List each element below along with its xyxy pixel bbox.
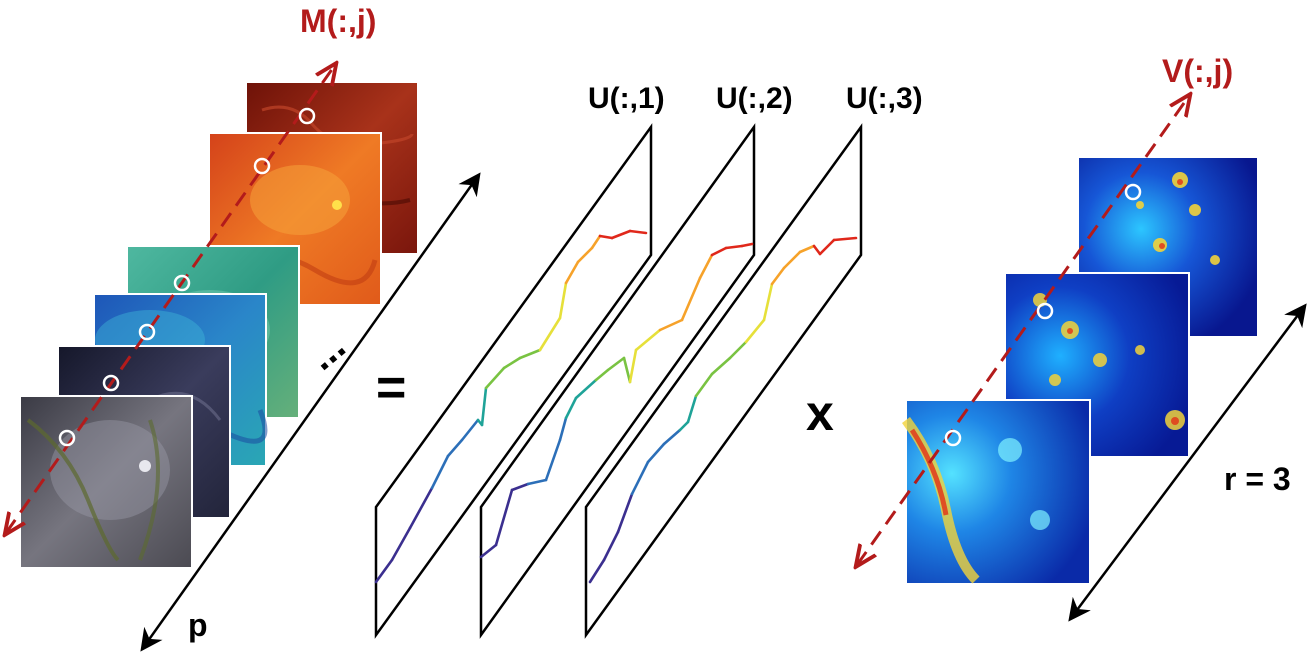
u1-curve-segment bbox=[446, 438, 464, 458]
u2-curve-segment bbox=[658, 318, 684, 332]
u-panel-3 bbox=[584, 123, 863, 639]
ellipsis: ... bbox=[300, 324, 354, 379]
u1-curve-segment bbox=[598, 234, 614, 240]
u1-curve-segment bbox=[430, 454, 450, 490]
u2-curve-segment bbox=[634, 328, 662, 352]
u2-curve-segment bbox=[544, 438, 562, 482]
r-label: r = 3 bbox=[1224, 461, 1291, 497]
u1-curve-segment bbox=[628, 229, 648, 235]
u3-curve-segment bbox=[744, 318, 766, 344]
u-panel-1 bbox=[374, 123, 653, 639]
u1-label: U(:,1) bbox=[588, 82, 665, 115]
pixel-circle bbox=[58, 429, 76, 447]
left-image-layer-6 bbox=[19, 395, 193, 569]
u1-curve-segment bbox=[480, 386, 488, 427]
u2-curve-segment bbox=[494, 488, 514, 547]
u3-curve-segment bbox=[646, 442, 666, 464]
u3-curve-segment bbox=[798, 244, 816, 254]
u2-curve-segment bbox=[710, 246, 728, 257]
u3-curve-segment bbox=[630, 460, 650, 496]
times-sign: x bbox=[806, 385, 834, 441]
pixel-circle bbox=[944, 429, 962, 447]
right-image-layer-3 bbox=[901, 399, 1091, 585]
u2-curve-segment bbox=[564, 396, 578, 420]
u2-curve-segment bbox=[526, 478, 548, 486]
u3-curve-segment bbox=[832, 236, 858, 242]
u2-curve-segment bbox=[558, 416, 568, 442]
p-label: p bbox=[188, 607, 208, 643]
u1-curve-segment bbox=[374, 558, 394, 584]
u1-curve-segment bbox=[518, 348, 542, 360]
u3-curve-segment bbox=[694, 372, 714, 398]
pixel-circle bbox=[1124, 183, 1142, 201]
u3-curve-segment bbox=[818, 238, 836, 256]
u2-curve-segment bbox=[594, 368, 610, 382]
u3-curve-segment bbox=[710, 356, 732, 376]
u2-curve-segment bbox=[698, 253, 714, 280]
u3-curve-segment bbox=[770, 266, 786, 286]
u1-curve-segment bbox=[460, 418, 480, 442]
u2-curve-segment bbox=[606, 356, 626, 372]
v-column-dashed-arrow bbox=[857, 96, 1189, 565]
u2-curve-segment bbox=[479, 543, 498, 559]
u-curves bbox=[374, 229, 858, 584]
u3-label: U(:,3) bbox=[846, 82, 923, 115]
u3-curve-segment bbox=[602, 530, 620, 562]
r-axis-arrow bbox=[1068, 303, 1307, 622]
u-panels bbox=[374, 123, 863, 639]
u3-curve-segment bbox=[728, 340, 748, 360]
u1-curve-segment bbox=[484, 366, 506, 390]
p-axis-arrow bbox=[140, 172, 481, 652]
u1-curve-segment bbox=[558, 281, 568, 320]
u2-curve-segment bbox=[510, 482, 530, 492]
u2-curve-segment bbox=[574, 378, 598, 400]
u1-curve-segment bbox=[564, 260, 580, 285]
u1-curve-segment bbox=[610, 229, 632, 240]
u1-curve-segment bbox=[590, 234, 602, 250]
left-image-stack bbox=[19, 81, 419, 569]
u3-curve-segment bbox=[588, 558, 606, 584]
u2-curve-segment bbox=[724, 244, 744, 250]
u2-curve-segment bbox=[740, 242, 754, 248]
u3-curve-segment bbox=[678, 420, 690, 432]
u-panel-2 bbox=[479, 123, 756, 639]
u1-curve-segment bbox=[408, 486, 434, 530]
u2-label: U(:,2) bbox=[716, 82, 793, 115]
u2-curve-segment bbox=[622, 356, 632, 384]
u1-curve-segment bbox=[538, 316, 562, 352]
u2-curve-segment bbox=[680, 276, 702, 322]
u3-curve-segment bbox=[616, 492, 634, 534]
pixel-circle bbox=[1036, 302, 1054, 320]
right-image-stack bbox=[901, 156, 1259, 585]
equals-sign: = bbox=[376, 359, 406, 417]
m-column-label: M(:,j) bbox=[300, 3, 376, 39]
u3-curve-segment bbox=[782, 250, 802, 270]
u3-curve-segment bbox=[662, 428, 682, 446]
u3-curve-segment bbox=[686, 394, 698, 424]
pixel-circle bbox=[102, 374, 120, 392]
u3-curve-segment bbox=[812, 244, 822, 256]
u3-curve-segment bbox=[762, 282, 774, 322]
pixel-circle bbox=[298, 107, 316, 125]
right-pixel-circles bbox=[944, 183, 1142, 447]
u1-curve-segment bbox=[390, 526, 412, 562]
u2-curve-segment bbox=[628, 348, 638, 384]
u1-curve-segment bbox=[502, 356, 522, 370]
u1-curve-segment bbox=[576, 246, 594, 264]
v-column-label: V(:,j) bbox=[1162, 53, 1233, 89]
